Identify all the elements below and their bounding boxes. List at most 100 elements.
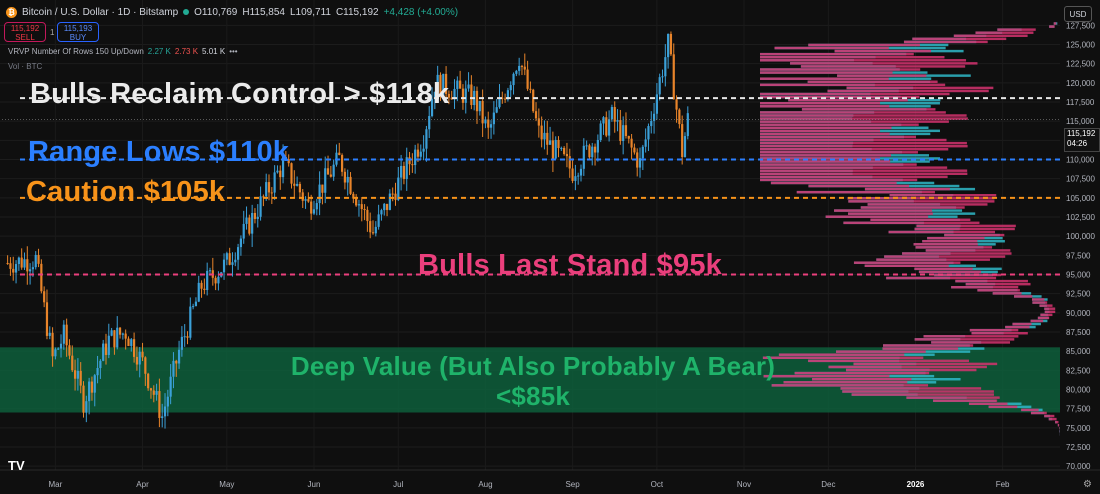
- profile-bar-down: [760, 117, 968, 120]
- y-tick-label: 102,500: [1066, 213, 1095, 222]
- x-tick-label: Dec: [821, 480, 835, 489]
- market-status-icon: [183, 9, 190, 15]
- sell-button[interactable]: 115,192 SELL: [4, 22, 46, 42]
- candle-body: [31, 267, 35, 270]
- candle-body: [506, 90, 510, 100]
- profile-bar-down: [882, 347, 959, 350]
- candle-body: [214, 277, 217, 284]
- volume-legend[interactable]: Vol · BTC: [8, 62, 43, 71]
- candle-body: [133, 339, 136, 357]
- buy-label: BUY: [69, 33, 87, 42]
- candle-body: [596, 140, 599, 153]
- sell-price: 115,192: [10, 24, 40, 33]
- profile-bar-down: [916, 224, 1016, 228]
- profile-bar-down: [1032, 301, 1048, 304]
- candle-body: [79, 370, 82, 386]
- profile-bar-down: [1037, 316, 1050, 320]
- profile-bar-down: [1044, 307, 1056, 310]
- candle-body: [498, 97, 501, 108]
- buy-price: 115,193: [63, 24, 93, 33]
- candle-body: [239, 238, 243, 248]
- volume-profile: [760, 22, 1060, 436]
- symbol-header[interactable]: ₿ Bitcoin / U.S. Dollar · 1D · Bitstamp …: [6, 4, 458, 20]
- candle-body: [273, 172, 276, 193]
- vrvp-up: 2.27 K: [147, 47, 171, 56]
- more-icon[interactable]: •••: [229, 47, 238, 56]
- profile-bar-down: [846, 86, 994, 90]
- candle-body: [355, 198, 358, 206]
- candle-body: [540, 125, 543, 140]
- profile-bar-down: [1057, 424, 1060, 427]
- candle-body: [71, 355, 74, 371]
- candle-body: [470, 84, 473, 106]
- x-tick-label: Apr: [136, 480, 149, 489]
- profile-bar-down: [760, 154, 891, 157]
- candle-body: [624, 125, 628, 136]
- candle-body: [565, 154, 569, 157]
- candle-body: [644, 139, 647, 147]
- candle-body: [425, 129, 428, 149]
- candle-body: [315, 203, 318, 210]
- candle-body: [627, 135, 630, 139]
- profile-bar-down: [902, 252, 1012, 255]
- candle-body: [99, 360, 102, 368]
- symbol-title[interactable]: Bitcoin / U.S. Dollar · 1D · Bitstamp: [22, 6, 179, 18]
- candle-body: [175, 360, 178, 364]
- candle-body: [256, 216, 259, 219]
- profile-bar-down: [944, 233, 1005, 237]
- candle-body: [492, 112, 495, 125]
- candle-body: [408, 157, 411, 165]
- candle-body: [383, 203, 386, 211]
- candle-body: [59, 343, 63, 349]
- profile-bar-down: [851, 393, 994, 396]
- candle-body: [267, 182, 271, 193]
- candle-body: [276, 170, 279, 173]
- profile-bar-down: [760, 160, 891, 163]
- profile-bar-down: [968, 402, 1008, 405]
- gear-icon[interactable]: ⚙: [1083, 479, 1092, 490]
- time-axis: Mar Apr May Jun Jul Aug Sep Oct Nov Dec 2026 Feb: [0, 469, 1100, 489]
- profile-bar-down: [1044, 310, 1056, 313]
- profile-bar-down: [834, 49, 932, 53]
- candle-body: [636, 152, 639, 168]
- candle-body: [225, 253, 228, 260]
- profile-bar-down: [1040, 313, 1053, 317]
- candle-body: [338, 152, 341, 156]
- candle-body: [532, 89, 535, 112]
- candle-body: [371, 232, 375, 234]
- profile-bar-down: [1030, 411, 1047, 415]
- candle-body: [166, 396, 169, 407]
- profile-bar-down: [828, 365, 987, 369]
- candle-body: [152, 390, 155, 395]
- profile-bar-down: [840, 387, 982, 390]
- profile-bar-down: [867, 203, 988, 206]
- candle-body: [48, 332, 51, 336]
- candle-body: [402, 165, 406, 179]
- candle-body: [641, 146, 644, 159]
- profile-bar-down: [965, 282, 1031, 286]
- profile-bar-down: [1053, 22, 1057, 25]
- candle-body: [571, 168, 574, 181]
- y-tick-label: 80,000: [1066, 386, 1091, 395]
- candle-body: [419, 151, 422, 157]
- profile-bar-down: [808, 184, 910, 188]
- x-tick-label: Jul: [393, 480, 403, 489]
- y-tick-label: 100,000: [1066, 232, 1095, 241]
- candle-body: [405, 157, 408, 179]
- buy-button[interactable]: 115,193 BUY: [57, 22, 99, 42]
- currency-selector[interactable]: USD: [1064, 6, 1092, 22]
- candle-body: [366, 209, 369, 222]
- candle-body: [23, 259, 26, 268]
- ohlc-open: O110,769: [194, 6, 238, 18]
- candle-body: [231, 262, 234, 265]
- candle-body: [26, 259, 29, 272]
- profile-bar-down: [760, 166, 948, 169]
- candle-body: [504, 98, 507, 100]
- candle-body: [551, 140, 554, 159]
- vrvp-legend[interactable]: VRVP Number Of Rows 150 Up/Down 2.27 K 2…: [8, 47, 238, 56]
- profile-bar-down: [834, 209, 932, 212]
- tradingview-logo[interactable]: TV: [8, 458, 25, 473]
- candle-body: [602, 117, 605, 124]
- candle-body: [512, 73, 515, 86]
